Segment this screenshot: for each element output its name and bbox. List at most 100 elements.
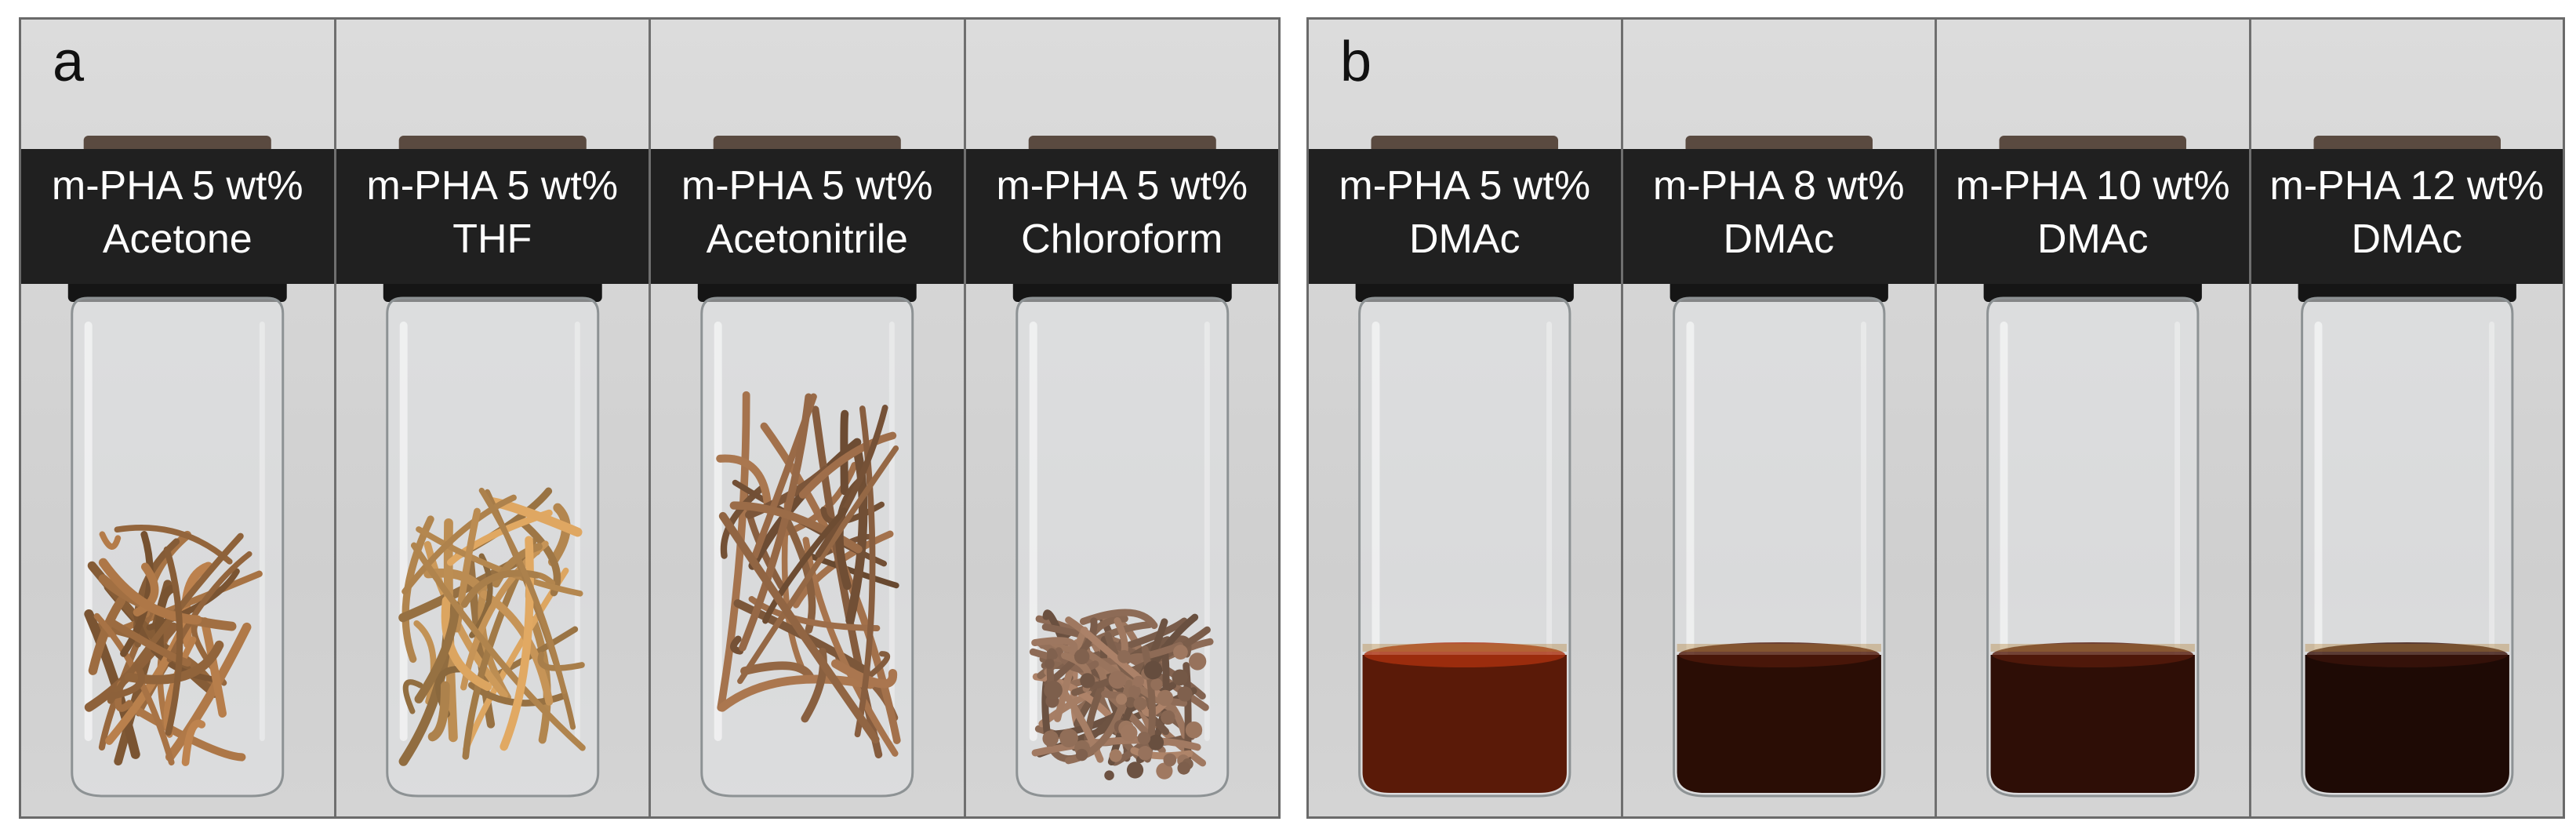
polymer-fibers [84,525,263,766]
cap-rim [713,136,901,153]
label-band [651,149,964,284]
fiber-clump [1172,645,1188,660]
film-ring [1362,644,1567,652]
cap [1355,278,1574,302]
panel-label: a [53,31,85,93]
vial-photo [1983,136,2202,798]
fiber-strand [730,635,744,655]
fiber-clump [1125,696,1135,708]
vial-photo [2298,136,2516,798]
cap [383,278,602,302]
polymer-solution [1362,655,1567,793]
fiber-clump [1162,753,1176,767]
fiber-clump [1147,734,1164,751]
fiber-clump [1176,761,1190,775]
fiber-strand [401,494,517,595]
vial-photo [383,136,602,798]
fiber-clump [1128,685,1141,698]
fiber-strand [718,511,880,743]
concentration-text: m-PHA 5 wt% [681,163,933,209]
glass-highlight [1029,322,1037,741]
solvent-text: DMAc [2036,216,2149,262]
cap [1983,278,2202,302]
polymer-solution [1990,655,2195,793]
fiber-strand [98,558,202,625]
concentration-text: m-PHA 5 wt% [366,163,619,209]
glass-highlight [2313,322,2322,741]
fiber-clump [1074,649,1089,665]
solvent-text: Acetone [102,216,253,262]
fiber-clump [1143,660,1162,680]
fiber-strand [1043,617,1098,689]
fiber-strand [114,525,233,565]
glass-highlight [2488,322,2494,741]
concentration-text: m-PHA 8 wt% [1652,163,1905,209]
fiber-clump [1137,746,1152,761]
fiber-strand [740,661,816,683]
vial-label: m-PHA 5 wt% Chloroform [966,159,1279,266]
vial-cell: m-PHA 5 wt% Acetonitrile [651,20,966,816]
vial-photo [697,136,917,798]
cap-rim [1028,136,1216,153]
cap-rim [2313,136,2501,153]
label-band [336,149,649,284]
fiber-clump [1117,649,1131,663]
fiber-clump [1133,696,1146,711]
concentration-text: m-PHA 12 wt% [2269,163,2545,209]
vial-label: m-PHA 10 wt% DMAc [1937,159,2249,266]
fiber-clump [1137,731,1150,745]
fiber-clump [1044,659,1055,669]
fiber-clump [1185,721,1202,739]
vial-cell: m-PHA 12 wt% DMAc [2251,20,2563,816]
concentration-text: m-PHA 10 wt% [1955,163,2230,209]
fiber-clump [1103,770,1114,781]
meniscus [2306,642,2508,667]
cap [1012,278,1232,302]
glass-highlight [1204,322,1210,741]
vial-label: m-PHA 5 wt% THF [336,159,649,266]
fiber-strand [133,562,159,617]
vial-cell: m-PHA 8 wt% DMAc [1622,20,1937,816]
fiber-clump [1041,730,1059,747]
fiber-clump [1176,686,1193,702]
fiber-clump [1155,762,1172,780]
vial-cell: m-PHA 5 wt% DMAc [1309,20,1623,816]
fiber-clump [1157,689,1173,707]
fiber-strand [412,620,437,705]
meniscus [1364,642,1565,667]
film-ring [1990,644,2195,652]
fiber-strand [478,487,567,695]
fiber-strand [107,663,145,700]
vial-label: m-PHA 8 wt% DMAc [1623,159,1935,266]
fiber-strand [718,674,875,712]
concentration-text: m-PHA 5 wt% [1339,163,1591,209]
solvent-text: DMAc [1723,216,1835,262]
cap [1669,278,1888,302]
vial-cell: m-PHA 5 wt% Acetone [21,20,336,816]
fiber-strand [88,596,126,675]
solvent-text: DMAc [2351,216,2463,262]
cap-rim [1685,136,1873,153]
concentration-text: m-PHA 5 wt% [996,163,1248,209]
vial-label: m-PHA 5 wt% Acetone [21,159,334,266]
fiber-strand [815,405,888,558]
vial-label: m-PHA 5 wt% Acetonitrile [651,159,964,266]
polymer-solution [2305,655,2509,793]
solvent-text: Acetonitrile [706,216,908,262]
fiber-clump [1108,671,1126,689]
cap [697,278,917,302]
meniscus [1678,642,1880,667]
fiber-strand [402,679,423,714]
fiber-strand [132,705,246,761]
fiber-clump [1126,761,1143,779]
fiber-strand [739,393,812,652]
fiber-strand [762,507,848,624]
panel-b: m-PHA 5 wt% DMAc m-PHA 8 wt% DMAc m-PHA … [1306,17,2565,819]
vial-cell: m-PHA 5 wt% THF [336,20,651,816]
fiber-clump [1150,678,1163,691]
vial-cell: m-PHA 5 wt% Chloroform [965,20,1279,816]
film-ring [2305,644,2509,652]
fiber-strand [441,596,492,691]
fiber-clump [1075,748,1088,761]
glass-highlight [2000,322,2008,741]
